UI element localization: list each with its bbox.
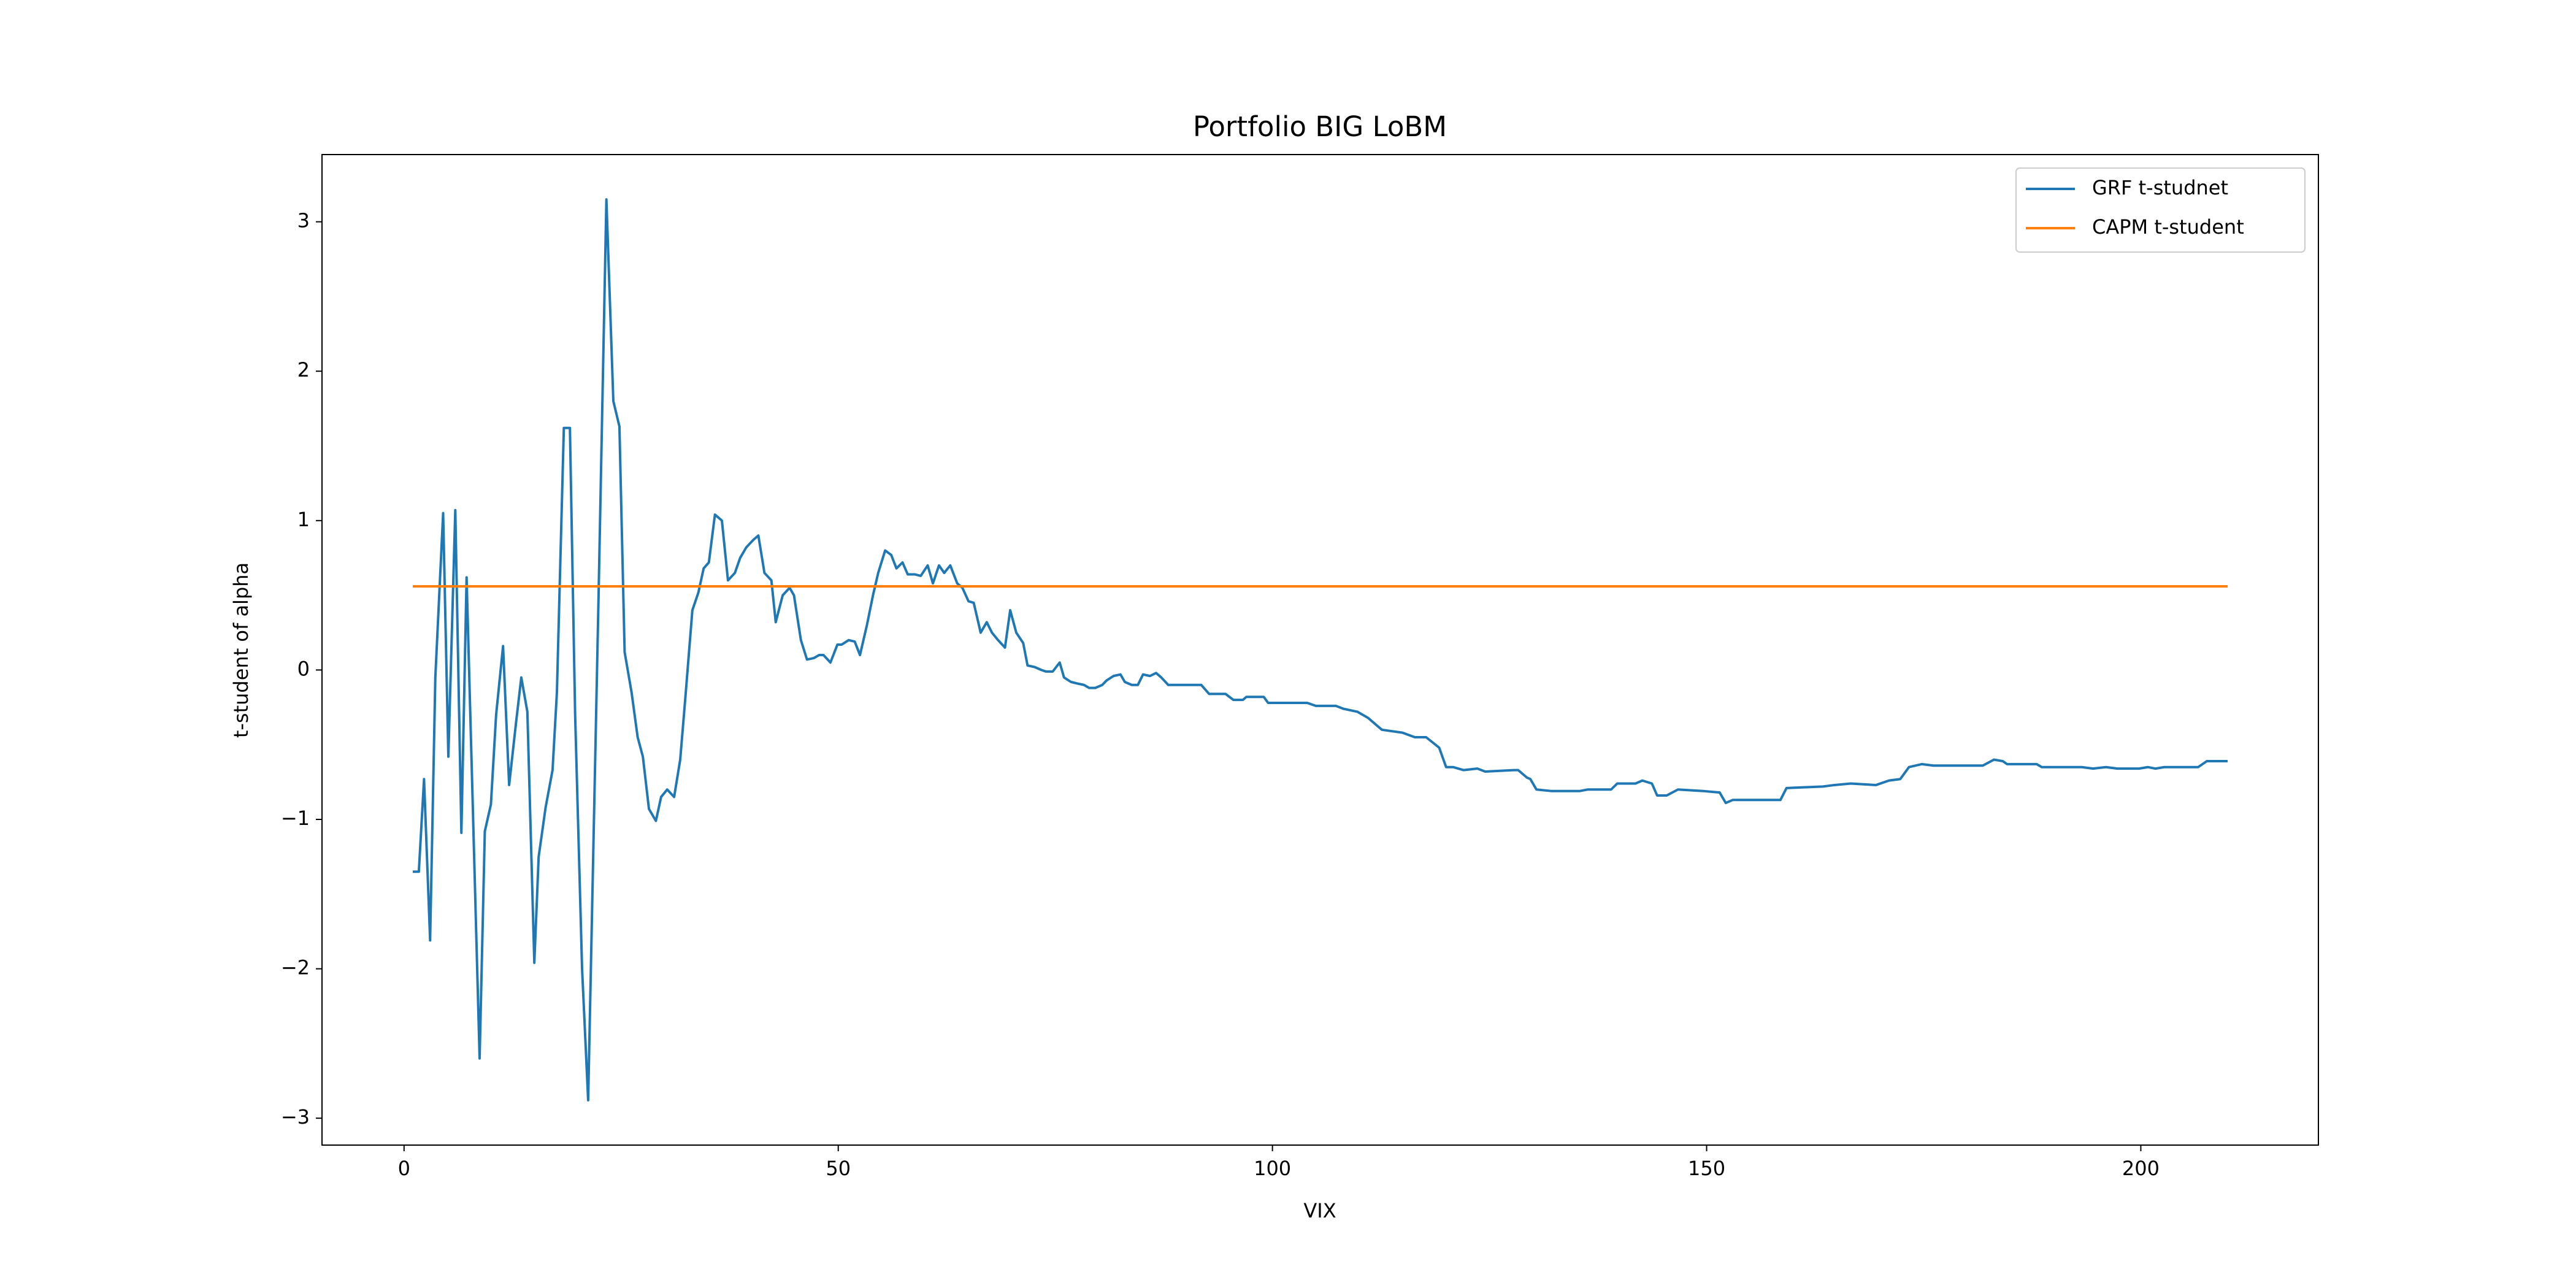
x-axis-label: VIX xyxy=(1303,1199,1336,1222)
y-tick-label: −2 xyxy=(281,956,310,979)
y-tick-label: 2 xyxy=(297,358,310,381)
legend-label: GRF t-studnet xyxy=(2092,176,2228,199)
plot-frame xyxy=(321,154,2319,1146)
chart-title: Portfolio BIG LoBM xyxy=(1193,110,1447,143)
data-line xyxy=(412,198,2228,1102)
legend-box xyxy=(2015,167,2306,253)
y-tick-label: 0 xyxy=(297,657,310,680)
y-tick-label: −1 xyxy=(281,807,310,830)
x-tick-label: 150 xyxy=(1688,1157,1725,1180)
y-axis-label: t-student of alpha xyxy=(229,562,253,738)
y-tick-label: −3 xyxy=(281,1105,310,1129)
x-tick-label: 200 xyxy=(2122,1157,2160,1180)
x-tick-label: 50 xyxy=(826,1157,851,1180)
y-tick-label: 3 xyxy=(297,209,310,232)
x-tick-label: 100 xyxy=(1254,1157,1291,1180)
legend-label: CAPM t-student xyxy=(2092,215,2244,239)
x-tick-label: 0 xyxy=(398,1157,410,1180)
y-tick-label: 1 xyxy=(297,508,310,531)
